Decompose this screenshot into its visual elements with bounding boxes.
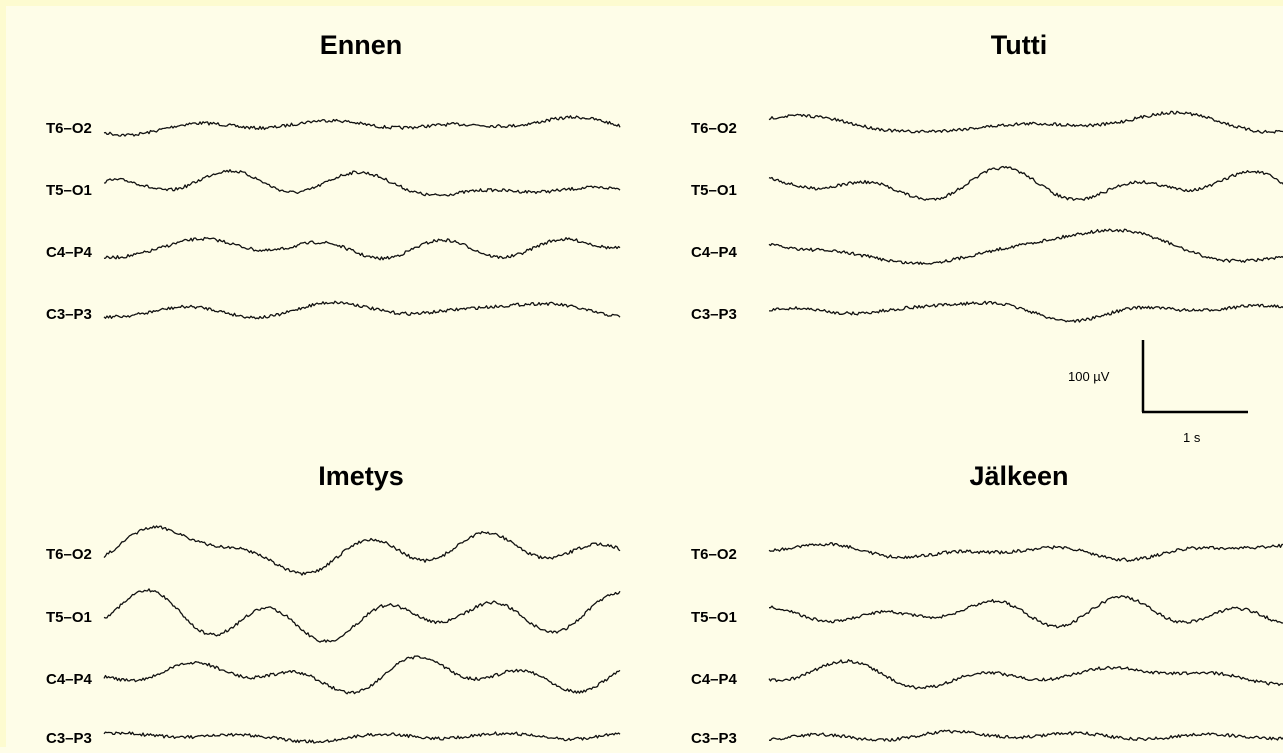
eeg-trace (103, 588, 621, 643)
channel-label-t6-o2: T6–O2 (46, 546, 92, 563)
eeg-trace (768, 659, 1283, 690)
eeg-trace (768, 228, 1283, 265)
channel-label-t6-o2: T6–O2 (691, 120, 737, 137)
eeg-trace (768, 729, 1283, 742)
channel-label-c3-p3: C3–P3 (691, 306, 737, 323)
channel-label-t5-o1: T5–O1 (691, 609, 737, 626)
channel-label-c3-p3: C3–P3 (46, 306, 92, 323)
channel-label-t6-o2: T6–O2 (46, 120, 92, 137)
eeg-trace (769, 300, 1283, 323)
eeg-trace (769, 595, 1283, 629)
panel-title-tutti: Tutti (990, 30, 1048, 60)
scale-bar (1141, 340, 1248, 414)
eeg-trace (103, 655, 621, 695)
channel-label-t5-o1: T5–O1 (691, 182, 737, 199)
eeg-trace (103, 525, 621, 576)
panel-title-ennen: Ennen (319, 30, 403, 60)
eeg-traces (103, 110, 1283, 744)
eeg-trace (103, 300, 621, 320)
eeg-trace (768, 542, 1283, 563)
eeg-trace (103, 169, 621, 197)
channel-label-c3-p3: C3–P3 (691, 730, 737, 747)
channel-label-c4-p4: C4–P4 (46, 244, 92, 261)
eeg-trace (768, 165, 1283, 201)
eeg-trace (103, 115, 621, 137)
channel-label-c3-p3: C3–P3 (46, 730, 92, 747)
scale-time-label: 1 s (1183, 430, 1201, 445)
panel-title-jalkeen: Jälkeen (969, 461, 1069, 491)
channel-label-c4-p4: C4–P4 (691, 244, 737, 261)
eeg-trace (103, 236, 621, 261)
panel-title-imetys: Imetys (318, 461, 404, 491)
eeg-trace (768, 110, 1283, 134)
channel-label-t5-o1: T5–O1 (46, 609, 92, 626)
channel-label-t6-o2: T6–O2 (691, 546, 737, 563)
channel-label-c4-p4: C4–P4 (691, 671, 737, 688)
channel-label-t5-o1: T5–O1 (46, 182, 92, 199)
channel-label-c4-p4: C4–P4 (46, 671, 92, 688)
eeg-trace (103, 731, 621, 744)
scale-voltage-label: 100 µV (1068, 369, 1110, 384)
